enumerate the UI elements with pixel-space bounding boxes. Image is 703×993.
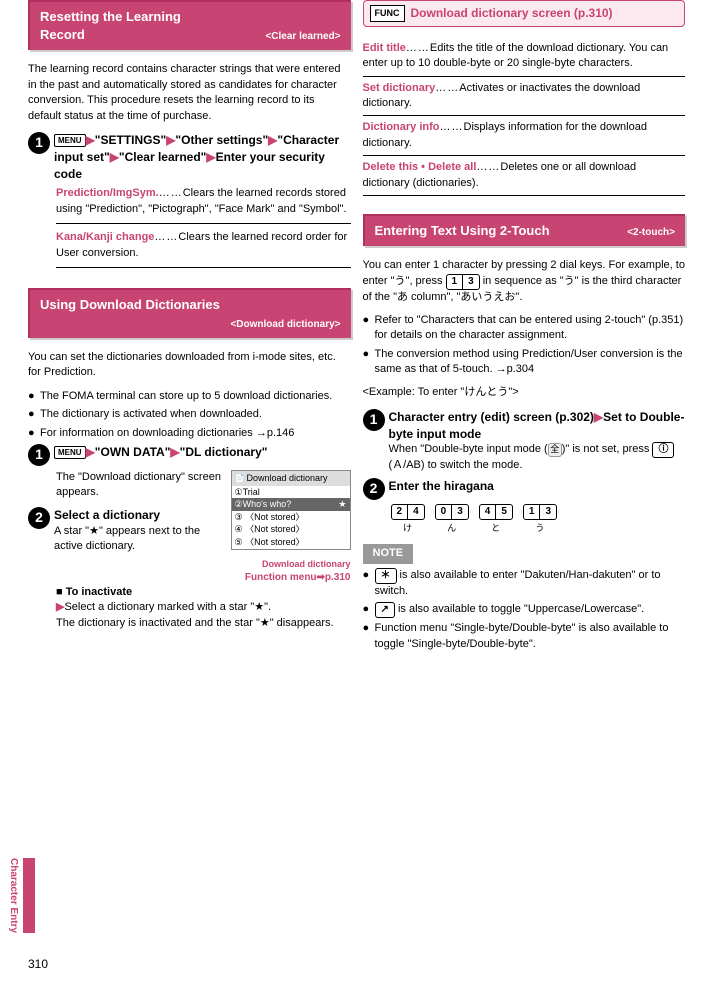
bullet-1: ●The FOMA terminal can store up to 5 dow…	[28, 389, 351, 404]
menu-key-icon: MENU	[54, 134, 86, 147]
note-header: NOTE	[363, 544, 414, 563]
bullet-r1: ●Refer to "Characters that can be entere…	[363, 313, 686, 344]
step-number-1b: 1	[28, 444, 50, 466]
step-1-reset: 1 MENU▶"SETTINGS"▶"Other settings"▶"Char…	[28, 132, 351, 182]
step-number-1c: 1	[363, 409, 385, 431]
intro-text-2: You can set the dictionaries downloaded …	[28, 350, 351, 381]
section-title-2: Record	[40, 27, 85, 42]
section-header-dict: Using Download Dictionaries <Download di…	[28, 288, 351, 338]
step1-2touch-content: Character entry (edit) screen (p.302)▶Se…	[389, 409, 686, 474]
separator	[56, 223, 351, 224]
step-2-dict: 2 Select a dictionary A star "★" appears…	[28, 507, 225, 555]
menu-item-delete: Delete this • Delete all……Deletes one or…	[363, 156, 686, 196]
section-header-reset: Resetting the Learning Record <Clear lea…	[28, 0, 351, 50]
section-title-4: Entering Text Using 2-Touch	[375, 223, 550, 238]
step-1-dict: 1 MENU▶"OWN DATA"▶"DL dictionary"	[28, 444, 351, 466]
func-title: Download dictionary screen (p.310)	[411, 5, 613, 22]
step-2-2touch: 2 Enter the hiragana	[363, 478, 686, 500]
side-tab: Character Entry	[6, 858, 35, 933]
nav-path-2: MENU▶"OWN DATA"▶"DL dictionary"	[54, 444, 351, 461]
menu-item-edit-title: Edit title……Edits the title of the downl…	[363, 37, 686, 77]
step-number-2: 2	[28, 507, 50, 529]
menu-key-icon: MENU	[54, 446, 86, 459]
sub-item-2: Kana/Kanji change……Clears the learned re…	[56, 230, 351, 261]
screenshot-caption: Download dictionary	[28, 558, 351, 571]
nav-path-1: MENU▶"SETTINGS"▶"Other settings"▶"Charac…	[54, 132, 351, 182]
function-menu-link: Function menu➡p.310	[28, 571, 351, 585]
sub-item-1: Prediction/ImgSym.……Clears the learned r…	[56, 186, 351, 217]
step-1-2touch: 1 Character entry (edit) screen (p.302)▶…	[363, 409, 686, 474]
bullet-r2: ●The conversion method using Prediction/…	[363, 347, 686, 378]
intro-text-1: The learning record contains character s…	[28, 62, 351, 124]
func-header: FUNC Download dictionary screen (p.310)	[363, 0, 686, 27]
step-number-1: 1	[28, 132, 50, 154]
page-number: 310	[28, 956, 48, 973]
section-sub-3: <2-touch>	[627, 226, 675, 240]
two-touch-intro: You can enter 1 character by pressing 2 …	[363, 258, 686, 305]
section-header-2touch: Entering Text Using 2-Touch <2-touch>	[363, 214, 686, 246]
section-sub-1: <Clear learned>	[265, 30, 340, 44]
section-sub-2: <Download dictionary>	[230, 318, 340, 332]
step-number-2b: 2	[363, 478, 385, 500]
info-key: ⓘ	[652, 442, 674, 458]
section-title-1: Resetting the Learning	[40, 8, 341, 26]
screenshot-dict: 📄Download dictionary ①Trial ②Who's who?★…	[231, 470, 351, 550]
note-1: ●＊ is also available to enter "Dakuten/H…	[363, 568, 686, 599]
step2-content: Select a dictionary A star "★" appears n…	[54, 507, 225, 555]
key-sequence: 24け 03ん 45と 13う	[391, 504, 686, 535]
step2-title: Enter the hiragana	[389, 478, 686, 495]
inactivate-block: ■ To inactivate ▶Select a dictionary mar…	[56, 585, 351, 631]
example-title: <Example: To enter "けんとう">	[363, 385, 686, 400]
menu-item-dict-info: Dictionary info……Displays information fo…	[363, 116, 686, 156]
func-badge: FUNC	[370, 5, 405, 22]
note-2: ●↗ is also available to toggle "Uppercas…	[363, 602, 686, 618]
note-3: ●Function menu "Single-byte/Double-byte"…	[363, 621, 686, 652]
bullet-2: ●The dictionary is activated when downlo…	[28, 407, 351, 422]
bullet-3: ●For information on downloading dictiona…	[28, 426, 351, 441]
separator	[56, 267, 351, 268]
zen-icon: 全	[548, 443, 562, 457]
menu-item-set-dict: Set dictionary……Activates or inactivates…	[363, 77, 686, 117]
section-title-3: Using Download Dictionaries	[40, 297, 220, 312]
